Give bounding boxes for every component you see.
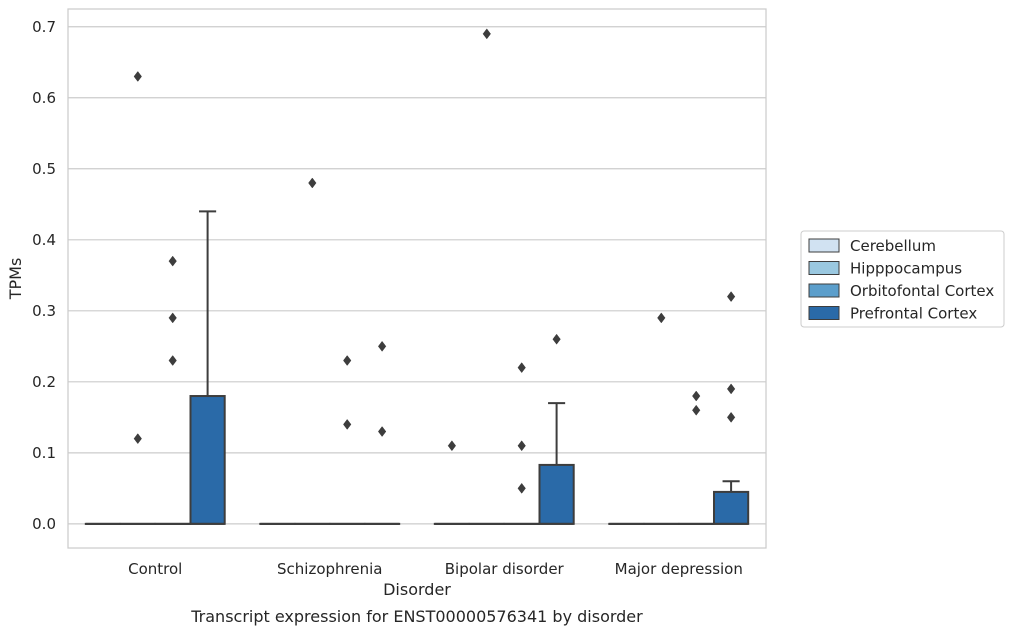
outlier-point: [308, 177, 317, 189]
y-tick-label: 0.1: [32, 444, 56, 462]
outlier-point: [692, 390, 701, 402]
box-body: [189, 395, 226, 525]
box-prefrontal-cortex: [712, 480, 750, 525]
legend: Cerebellum Hipppocampus Orbitofontal Corte…: [800, 230, 1005, 328]
x-tick-labels: Control Schizophrenia Bipolar disorder Majo…: [128, 560, 743, 578]
y-axis-label: TPMs: [6, 258, 25, 301]
outlier-point: [517, 440, 526, 452]
x-tick-label: Bipolar disorder: [445, 560, 565, 578]
box-body: [712, 490, 750, 525]
chart-caption: Transcript expression for ENST0000057634…: [190, 607, 643, 626]
y-tick-label: 0.5: [32, 160, 56, 178]
plot-area-frame: [67, 8, 767, 549]
legend-swatch: [808, 283, 840, 298]
y-tick-label: 0.6: [32, 89, 56, 107]
x-tick-label: Schizophrenia: [277, 560, 382, 578]
outlier-point: [168, 312, 177, 324]
outlier-point: [168, 255, 177, 267]
outlier-points: [133, 28, 736, 494]
outlier-point: [517, 362, 526, 374]
outlier-point: [133, 433, 142, 445]
outlier-point: [726, 291, 736, 303]
outlier-point: [657, 312, 666, 324]
outlier-point: [726, 383, 736, 395]
y-tick-label: 0.3: [32, 302, 56, 320]
y-tick-label: 0.0: [32, 515, 56, 533]
box-prefrontal-cortex: [538, 402, 575, 525]
legend-label: Orbitofontal Cortex: [850, 282, 994, 300]
y-tick-label: 0.2: [32, 373, 56, 391]
outlier-point: [377, 426, 387, 437]
outlier-point: [343, 419, 352, 430]
legend-item: Cerebellum: [808, 237, 936, 255]
outlier-point: [343, 355, 352, 366]
outlier-point: [692, 404, 701, 416]
legend-item: Orbitofontal Cortex: [808, 282, 994, 300]
x-axis-label: Disorder: [383, 580, 451, 599]
outlier-point: [168, 355, 177, 366]
legend-frame: [800, 230, 1005, 328]
legend-label: Cerebellum: [850, 237, 936, 255]
legend-item: Prefrontal Cortex: [808, 305, 977, 323]
y-tick-labels: 0.0 0.1 0.2 0.3 0.4 0.5 0.6 0.7: [32, 18, 56, 533]
box-body: [538, 463, 575, 525]
outlier-point: [133, 71, 142, 82]
x-tick-label: Control: [128, 560, 182, 578]
outlier-point: [726, 411, 736, 423]
y-tick-label: 0.4: [32, 231, 56, 249]
legend-label: Prefrontal Cortex: [850, 305, 977, 323]
x-tick-label: Major depression: [615, 560, 743, 578]
legend-items: Cerebellum Hipppocampus Orbitofontal Corte…: [808, 237, 994, 323]
outlier-point: [482, 28, 491, 40]
box-prefrontal-cortex: [189, 210, 226, 525]
outlier-point: [552, 333, 561, 345]
legend-label: Hipppocampus: [850, 260, 962, 278]
outlier-point: [377, 340, 387, 352]
legend-item: Hipppocampus: [808, 260, 962, 278]
y-tick-label: 0.7: [32, 18, 56, 36]
legend-swatch: [808, 306, 840, 320]
outlier-point: [447, 440, 457, 452]
outlier-point: [517, 482, 526, 494]
legend-swatch: [808, 261, 840, 275]
legend-swatch: [808, 238, 840, 253]
grid-lines: [68, 26, 766, 525]
box-series: [84, 210, 750, 525]
